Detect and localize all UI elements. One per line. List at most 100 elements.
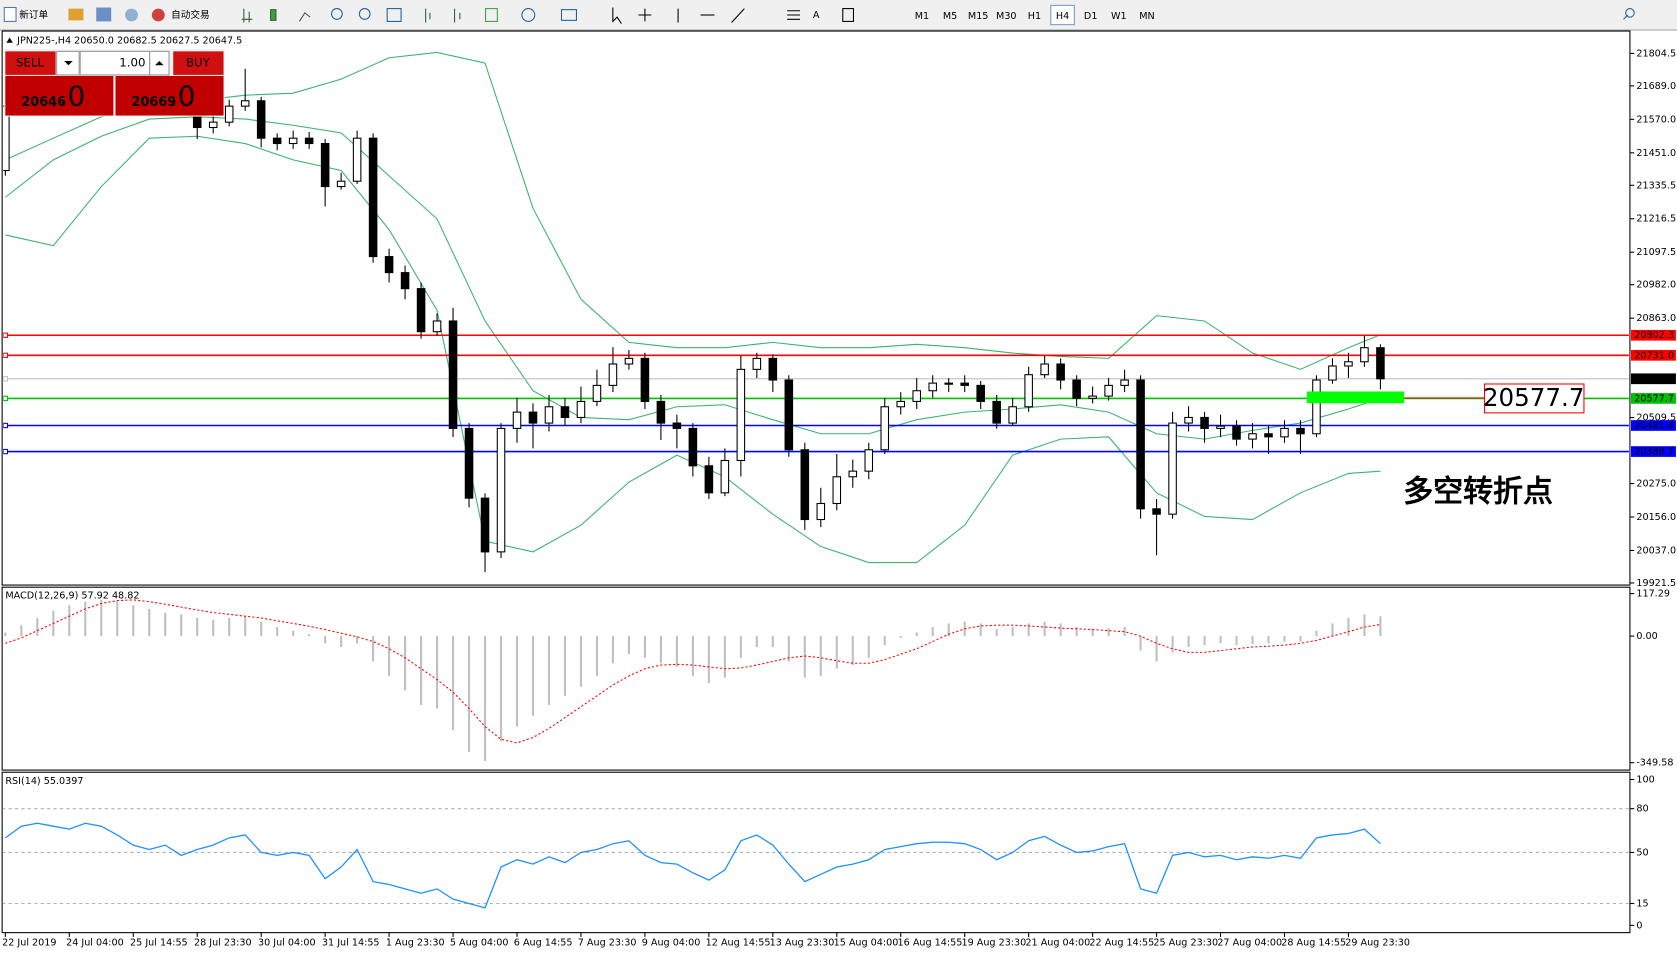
- toolbar: 新订单 自动交易 A M1 M5 M15: [0, 0, 1677, 31]
- x-tick-label: 22 Jul 2019: [2, 937, 56, 948]
- fibo-icon[interactable]: [787, 10, 800, 20]
- ask-box[interactable]: [115, 75, 224, 116]
- macd-bar: [435, 636, 439, 709]
- y-tick-label: 117.29: [1636, 589, 1670, 600]
- toolbar-icon[interactable]: [521, 8, 536, 22]
- candle-body: [640, 357, 650, 402]
- candle-body: [1248, 433, 1257, 440]
- pivot-note: 多空转折点: [1403, 475, 1553, 510]
- toolbar-icon[interactable]: [68, 8, 84, 21]
- crosshair-icon[interactable]: [638, 8, 652, 22]
- y-tick-label: 19921.5: [1636, 578, 1676, 589]
- toolbar-icon[interactable]: [125, 8, 138, 22]
- label-icon[interactable]: [842, 8, 855, 22]
- timeframe-button[interactable]: MN: [1139, 11, 1154, 22]
- new-order-button[interactable]: 新订单: [19, 9, 48, 21]
- buy-button[interactable]: [173, 51, 224, 75]
- timeframe-button[interactable]: M5: [943, 11, 957, 22]
- buy-label[interactable]: BUY: [186, 56, 211, 70]
- x-tick-label: 28 Aug 14:55: [1281, 937, 1346, 948]
- toolbar-icon[interactable]: [485, 8, 498, 22]
- x-tick-label: 9 Aug 04:00: [642, 937, 701, 948]
- lot-value[interactable]: 1.00: [119, 56, 145, 70]
- candle-body: [1328, 365, 1337, 381]
- timeframe-button[interactable]: M30: [996, 11, 1017, 22]
- candle-body: [1056, 363, 1065, 381]
- macd-bar: [451, 636, 455, 731]
- timeframe-button[interactable]: D1: [1084, 11, 1098, 22]
- y-tick-label: 20863.0: [1636, 313, 1676, 324]
- timeframe-button[interactable]: H1: [1028, 11, 1041, 22]
- ask-price[interactable]: 20669: [132, 95, 177, 110]
- macd-bar: [308, 634, 311, 637]
- macd-bar: [1139, 636, 1142, 651]
- macd-bar: [1155, 636, 1158, 662]
- price-plot: [3, 51, 1629, 573]
- price-line-label-bg: [1631, 446, 1676, 457]
- price-line-handle: [3, 332, 9, 338]
- macd-bar: [1379, 616, 1382, 637]
- macd-bar: [675, 636, 678, 667]
- toolbar-icon[interactable]: [560, 9, 578, 21]
- sell-label[interactable]: SELL: [16, 56, 44, 70]
- macd-bar: [1091, 628, 1094, 637]
- auto-trading-button[interactable]: 自动交易: [171, 9, 209, 21]
- timeframe-button[interactable]: W1: [1111, 11, 1127, 22]
- candle-body: [1280, 427, 1289, 438]
- candle-body: [656, 400, 666, 424]
- search-icon[interactable]: [1625, 8, 1635, 18]
- toolbar-icon[interactable]: [454, 8, 461, 23]
- candle-body: [416, 288, 426, 333]
- candle-body: [1120, 379, 1129, 386]
- macd-bar: [148, 608, 151, 637]
- candle-body: [480, 497, 490, 553]
- toolbar-icon[interactable]: [425, 8, 431, 23]
- trendline-icon[interactable]: [731, 8, 745, 23]
- timeframe-button[interactable]: H4: [1056, 11, 1069, 22]
- bid-box[interactable]: [5, 75, 114, 116]
- toolbar-icon[interactable]: [386, 8, 402, 22]
- auto-trading-icon[interactable]: [151, 8, 165, 22]
- toolbar-icon[interactable]: [299, 12, 311, 22]
- toolbar-icon[interactable]: [270, 9, 277, 21]
- new-order-icon[interactable]: [3, 6, 17, 22]
- macd-bar: [803, 636, 806, 678]
- x-tick-label: 30 Jul 04:00: [258, 937, 316, 948]
- text-tool[interactable]: A: [813, 10, 820, 21]
- x-tick-label: 21 Aug 04:00: [1025, 937, 1090, 948]
- macd-bar: [1059, 623, 1062, 637]
- candle-body: [1008, 406, 1017, 424]
- candle-body: [944, 382, 953, 385]
- bollinger-lower: [5, 135, 1381, 564]
- toolbar-icon[interactable]: [96, 7, 112, 22]
- macd-bar: [164, 612, 167, 637]
- macd-bar: [723, 636, 726, 678]
- timeframe-button[interactable]: M15: [968, 11, 989, 22]
- macd-bar: [883, 636, 886, 646]
- toolbar-icon[interactable]: [241, 8, 253, 23]
- price-line-label-bg: [1631, 420, 1676, 431]
- toolbar-icon[interactable]: [358, 8, 371, 20]
- bid-price[interactable]: 20646: [21, 95, 66, 110]
- timeframe-bar: M1 M5 M15 M30 H1 H4 D1 W1 MN: [915, 4, 1155, 26]
- macd-bar: [36, 617, 39, 637]
- y-tick-label: 21689.0: [1636, 81, 1676, 92]
- sell-button[interactable]: [5, 51, 56, 75]
- ask-fraction[interactable]: .0: [169, 79, 196, 112]
- candle-body: [1040, 363, 1049, 376]
- y-tick-label: 20275.0: [1636, 479, 1676, 490]
- macd-bar: [419, 636, 423, 705]
- bid-fraction[interactable]: .0: [59, 79, 86, 112]
- macd-bar: [1347, 617, 1350, 637]
- toolbar-icon[interactable]: [331, 8, 343, 20]
- timeframe-button[interactable]: M1: [915, 11, 929, 22]
- x-tick-label: 6 Aug 14:55: [514, 937, 573, 948]
- y-tick-label: -349.58: [1636, 758, 1673, 769]
- cursor-icon[interactable]: [612, 7, 622, 24]
- candle-body: [432, 320, 442, 333]
- y-tick-label: 20982.0: [1636, 280, 1676, 291]
- y-tick-label: 80: [1636, 804, 1648, 815]
- candle-body: [768, 357, 778, 381]
- price-line-label: 20731.0: [1634, 350, 1674, 361]
